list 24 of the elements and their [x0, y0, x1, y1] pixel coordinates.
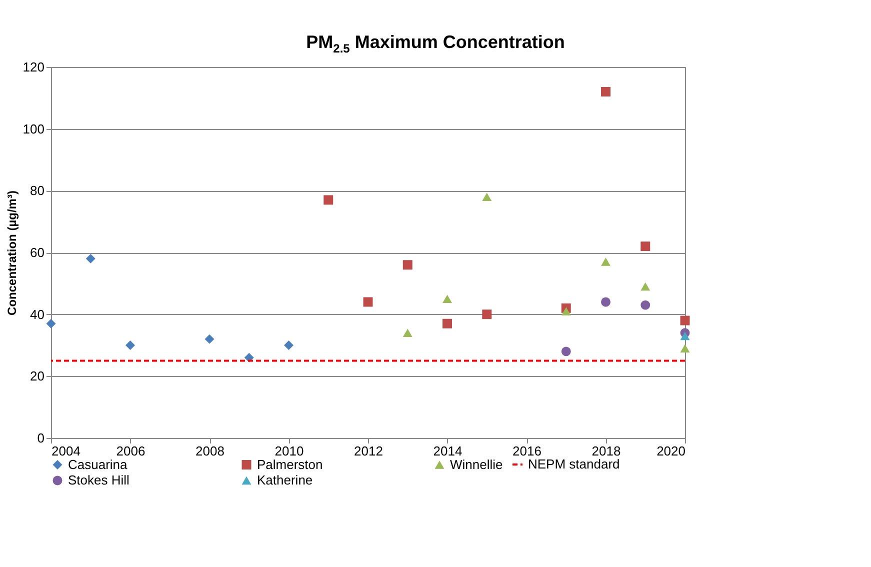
y-tick-label: 100	[22, 120, 44, 136]
legend-label: NEPM standard	[528, 456, 620, 472]
legend-label: Katherine	[257, 472, 313, 488]
x-tick-label: 2006	[116, 443, 146, 458]
x-tick-label: 2010	[274, 443, 304, 458]
x-tick-label: 2012	[354, 443, 383, 458]
x-tick-label: 2014	[433, 443, 462, 458]
x-tick-label: 2016	[512, 443, 542, 458]
y-tick-label: 20	[30, 368, 44, 384]
y-tick-label: 120	[22, 59, 44, 74]
y-tick-label: 0	[37, 430, 44, 446]
x-tick-label: 2004	[52, 443, 80, 458]
x-tick-label: 2018	[592, 443, 621, 458]
legend-label: Palmerston	[257, 456, 323, 472]
legend-label: Winnellie	[450, 456, 503, 472]
y-axis-title: Concentration (µg/m³)	[4, 190, 19, 316]
y-tick-label: 40	[30, 306, 44, 322]
y-tick-label: 60	[30, 244, 44, 260]
x-tick-label: 2008	[196, 443, 224, 458]
legend-label: Casuarina	[68, 456, 128, 472]
legend-label: Stokes Hill	[68, 472, 130, 488]
chart-title: PM$_{2.5}$ Maximum Concentration	[305, 32, 566, 56]
x-tick-label: 2020	[656, 443, 686, 458]
y-tick-label: 80	[30, 182, 44, 198]
